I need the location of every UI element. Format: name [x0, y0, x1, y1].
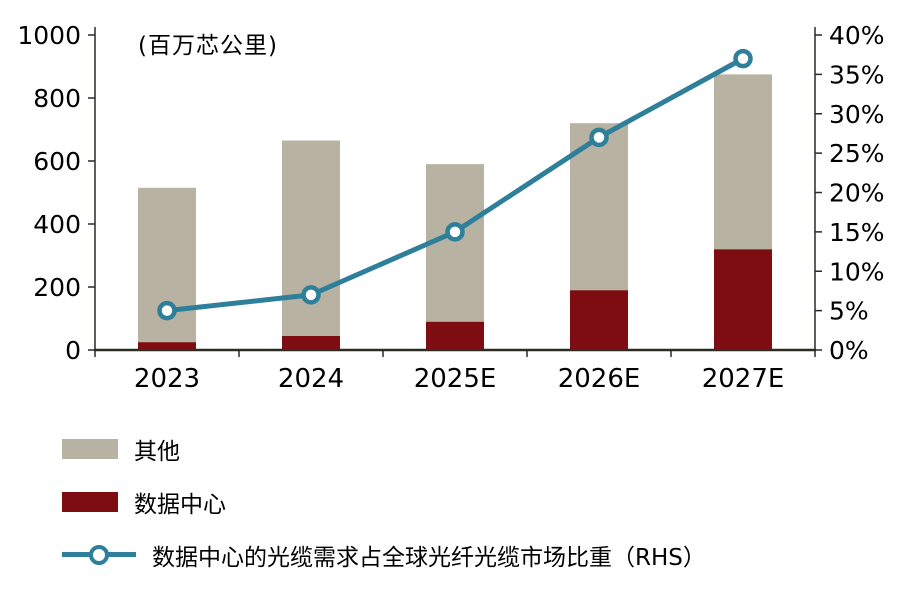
y-right-tick-label-6: 30%	[829, 100, 885, 129]
legend-item-datacenter: 数据中心	[62, 485, 706, 519]
bar-others-2024	[282, 140, 340, 336]
y-right-tick-label-2: 10%	[829, 257, 885, 286]
y-right-tick-label-1: 5%	[829, 297, 869, 326]
y-right-tick-label-3: 15%	[829, 218, 885, 247]
legend-label-rhs-line: 数据中心的光缆需求占全球光纤光缆市场比重（RHS）	[152, 545, 706, 571]
bar-datacenter-2024	[282, 335, 340, 350]
y-left-tick-label-3: 600	[33, 147, 81, 176]
y-right-tick-label-0: 0%	[829, 336, 869, 365]
legend-swatch-datacenter	[62, 492, 118, 512]
bar-datacenter-2027E	[714, 249, 772, 350]
bar-datacenter-2023	[138, 342, 196, 350]
y-left-tick-label-2: 400	[33, 210, 81, 239]
rhs-marker-2025E	[445, 222, 465, 242]
rhs-marker-2023	[157, 300, 177, 321]
legend-line-marker	[62, 544, 136, 566]
bar-datacenter-2026E	[570, 290, 628, 350]
legend-label-datacenter: 数据中心	[134, 492, 226, 518]
rhs-marker-2026E	[589, 127, 609, 148]
legend-line-marker-circle	[89, 545, 109, 565]
legend-swatch-others	[62, 439, 118, 459]
y-left-tick-label-1: 200	[33, 273, 81, 302]
x-category-label-2: 2025E	[414, 364, 497, 394]
y-left-tick-label-5: 1000	[17, 21, 81, 50]
chart-legend: 其他 数据中心 数据中心的光缆需求占全球光纤光缆市场比重（RHS）	[62, 432, 706, 572]
legend-item-others: 其他	[62, 432, 706, 466]
x-category-label-0: 2023	[134, 364, 200, 394]
x-category-label-1: 2024	[278, 364, 344, 394]
y-right-tick-label-7: 35%	[829, 60, 885, 89]
unit-note: (百万芯公里)	[138, 33, 278, 59]
y-left-tick-label-0: 0	[65, 336, 81, 365]
rhs-marker-2027E	[733, 48, 753, 69]
y-right-tick-label-5: 25%	[829, 139, 885, 168]
rhs-marker-2024	[301, 285, 321, 305]
bar-datacenter-2025E	[426, 321, 484, 350]
x-category-label-4: 2027E	[702, 364, 785, 394]
y-right-tick-label-4: 20%	[829, 179, 885, 208]
y-left-tick-label-4: 800	[33, 84, 81, 113]
chart-plot-area: 0 200 400 600 800 1000 0% 5% 10% 15% 20% 25% 30% 35% 4…	[17, 21, 885, 394]
bar-others-2027E	[714, 74, 772, 250]
legend-item-rhs-line: 数据中心的光缆需求占全球光纤光缆市场比重（RHS）	[62, 538, 706, 572]
y-right-tick-label-8: 40%	[829, 21, 885, 50]
x-category-label-3: 2026E	[558, 364, 641, 394]
legend-label-others: 其他	[134, 439, 180, 465]
